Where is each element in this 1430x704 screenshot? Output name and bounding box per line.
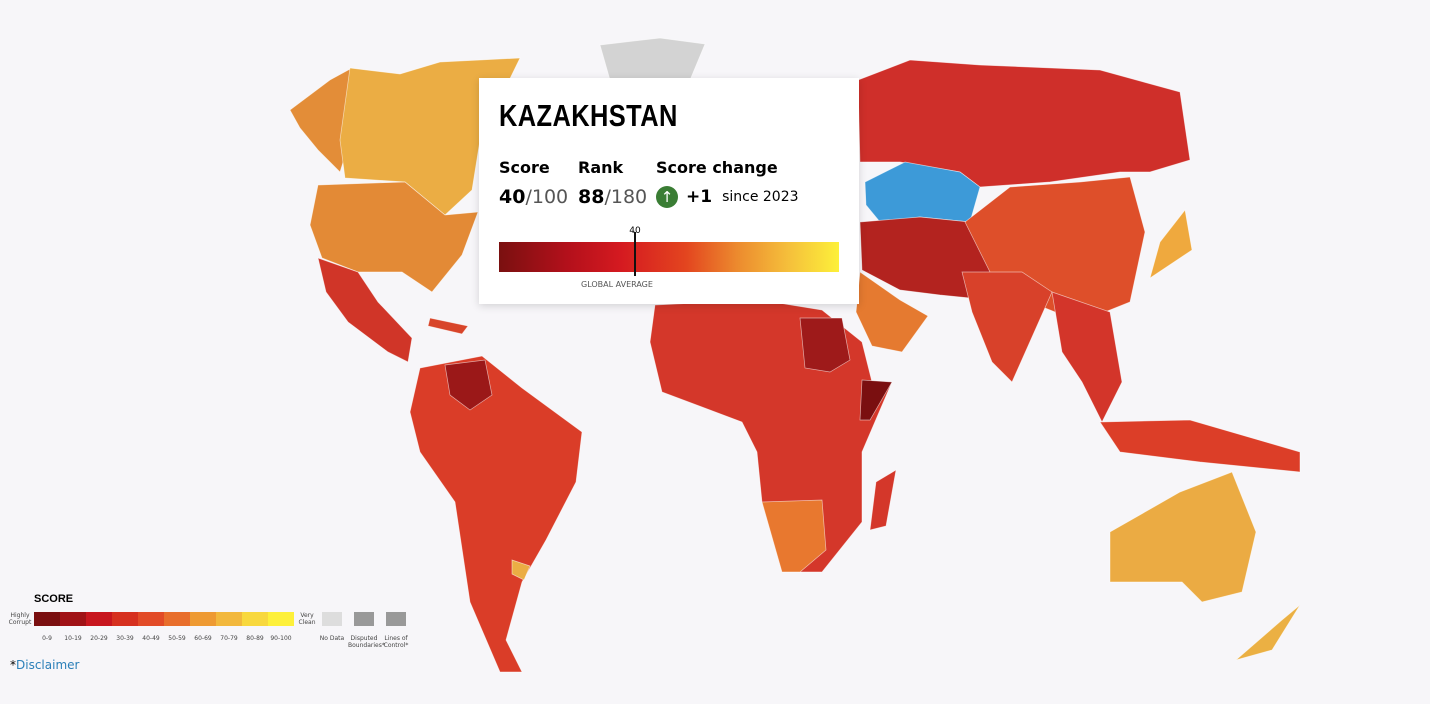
legend-swatch [34,612,60,626]
uruguay [511,559,531,581]
tooltip: KAZAKHSTAN Score Rank Score change 40/10… [479,78,859,304]
lines-label: Lines of Control* [383,635,409,649]
score-heading: Score [499,158,550,177]
marker-label: 40 [629,226,641,236]
legend-range-label: 40-49 [142,635,160,642]
mexico [317,257,413,363]
country-name: KAZAKHSTAN [499,98,678,133]
no-data-swatch [322,612,342,626]
legend-range-label: 90-100 [270,635,292,642]
change-heading: Score change [656,158,778,177]
legend-swatch [138,612,164,626]
greenland [599,37,706,81]
rank: 88/180 [578,186,647,208]
legend-swatch [86,612,112,626]
rank-value: 88 [578,186,605,208]
southern-africa [761,499,827,573]
legend-swatch [268,612,294,626]
disclaimer: *Disclaimer [10,658,79,672]
new-zealand [1235,604,1301,661]
high-label: Very Clean [298,612,316,626]
disclaimer-link[interactable]: Disclaimer [16,658,80,672]
lines-swatch [386,612,406,626]
change-value: +1 [686,187,713,207]
rank-max: /180 [604,186,648,208]
canada [339,57,521,216]
score-change: ↑ +1 since 2023 [656,186,799,208]
legend-range-label: 0-9 [42,635,52,642]
legend-range-label: 70-79 [220,635,238,642]
rank-heading: Rank [578,158,624,177]
se-asia [1051,291,1123,423]
disputed-label: Disputed Boundaries* [348,635,385,649]
south-america [409,355,583,673]
score-value: 40 [499,186,526,208]
indonesia [1099,419,1301,473]
legend-swatch [60,612,86,626]
change-since: since 2023 [722,189,799,205]
legend-swatch [164,612,190,626]
legend-title: SCORE [34,593,74,605]
up-icon: ↑ [656,186,678,208]
legend-range-label: 20-29 [90,635,108,642]
legend: SCORE Highly Corrupt Very Clean 0-9 10-19… [8,593,428,653]
disclaimer-star: * [10,658,16,672]
score-scale: 40 [499,226,839,276]
arabia [855,271,929,353]
legend-swatch [216,612,242,626]
japan [1149,209,1193,279]
disputed-swatch [354,612,374,626]
legend-range-label: 10-19 [64,635,82,642]
legend-swatch [190,612,216,626]
score: 40/100 [499,186,568,208]
score-max: /100 [525,186,569,208]
legend-range-label: 60-69 [194,635,212,642]
legend-swatch [242,612,268,626]
caribbean [427,317,469,335]
usa [309,181,479,293]
score-marker [634,232,636,276]
sudan [799,317,851,373]
australia [1109,471,1257,603]
legend-range-label: 80-89 [246,635,264,642]
scale-label: GLOBAL AVERAGE [581,280,653,289]
madagascar [869,469,897,531]
legend-swatch [112,612,138,626]
legend-range-label: 30-39 [116,635,134,642]
low-label: Highly Corrupt [8,612,32,626]
india [961,271,1053,383]
somalia [859,379,893,421]
no-data-label: No Data [319,635,345,642]
legend-range-label: 50-59 [168,635,186,642]
venezuela [444,359,493,411]
